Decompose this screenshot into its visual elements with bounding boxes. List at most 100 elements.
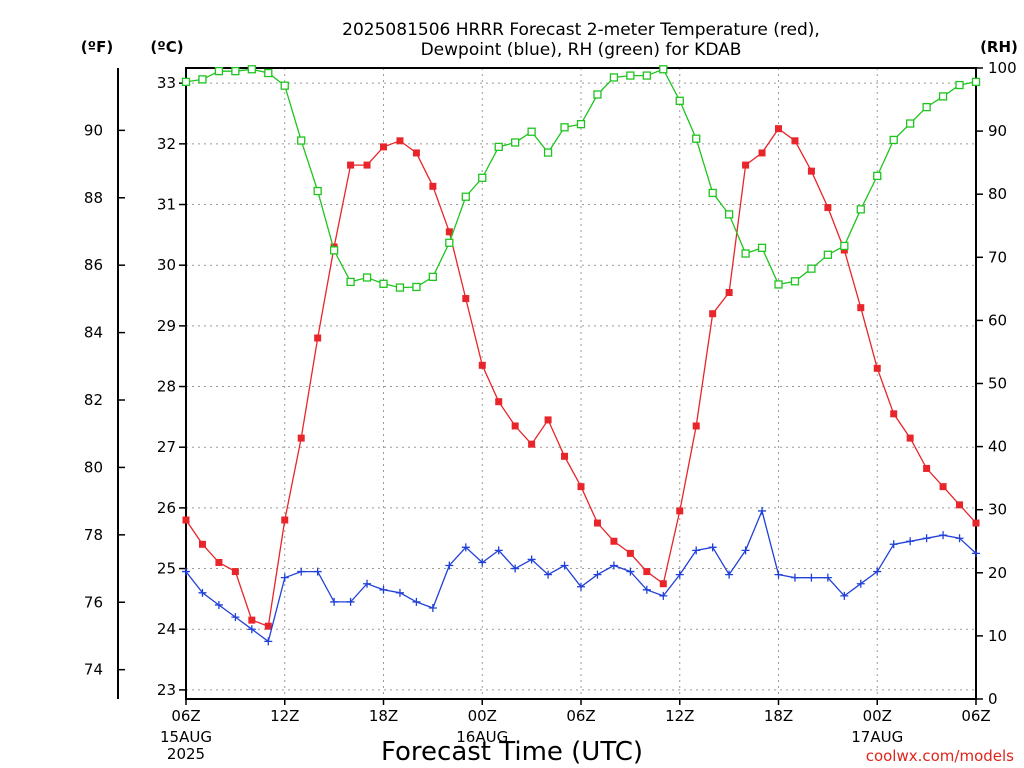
rh-point	[247, 65, 256, 74]
temperature-point	[281, 516, 289, 524]
fahrenheit-tick-label: 90	[84, 121, 103, 139]
dewpoint-point	[577, 582, 585, 591]
time-tick-label: 12Z	[665, 707, 694, 725]
rh-point	[297, 136, 306, 145]
rh-point	[840, 241, 849, 251]
temperature-point	[593, 519, 601, 527]
rh-tick-label: 20	[988, 564, 1007, 582]
temperature-point	[742, 161, 750, 169]
dewpoint-point	[725, 570, 734, 579]
time-tick-sublabel: 16AUG	[456, 728, 508, 746]
dewpoint-point	[182, 567, 190, 576]
temperature-point	[709, 310, 717, 318]
temperature-point	[659, 580, 667, 588]
time-tick-label: 00Z	[468, 707, 497, 725]
dewpoint-point	[527, 555, 536, 564]
temperature-point	[182, 516, 190, 524]
dewpoint-point	[758, 506, 767, 515]
temperature-point	[923, 464, 931, 472]
dewpoint-point	[790, 573, 799, 582]
rh-point	[346, 277, 355, 287]
dewpoint-point	[330, 597, 339, 606]
credit-text: coolwx.com/models	[866, 747, 1014, 765]
temperature-point	[791, 137, 799, 145]
dewpoint-point	[659, 591, 668, 600]
temperature-point	[264, 622, 272, 630]
dewpoint-point	[955, 534, 964, 543]
dewpoint-point	[626, 567, 635, 576]
dewpoint-point	[511, 564, 520, 573]
temperature-point	[380, 143, 387, 151]
rh-tick-label: 0	[988, 690, 998, 708]
rh-point	[774, 280, 783, 289]
time-tick-label: 12Z	[270, 707, 299, 725]
dewpoint-point	[560, 561, 569, 570]
time-tick-sublabel: 15AUG	[160, 728, 212, 746]
dewpoint-point	[231, 613, 240, 622]
temperature-point	[363, 161, 371, 169]
temperature-point	[231, 568, 239, 576]
rh-point	[461, 192, 470, 201]
dewpoint-point	[198, 588, 207, 597]
temperature-point	[725, 288, 733, 296]
dewpoint-point	[297, 567, 306, 576]
celsius-tick-label: 29	[157, 317, 176, 335]
temperature-point	[429, 182, 437, 190]
rh-point	[757, 243, 767, 252]
dewpoint-point	[478, 558, 487, 567]
rh-point	[198, 75, 207, 84]
dewpoint-point	[494, 546, 503, 555]
temperature-point	[198, 540, 206, 548]
temperature-point	[775, 125, 782, 133]
rh-point	[362, 273, 372, 282]
fahrenheit-unit-label: (ºF)	[81, 38, 113, 56]
rh-point	[642, 71, 651, 80]
rh-point	[379, 279, 388, 288]
celsius-tick-label: 31	[157, 196, 176, 214]
rh-point	[856, 205, 865, 214]
rh-point	[527, 127, 536, 136]
time-tick-sublabel: 17AUG	[851, 728, 903, 746]
series-layer	[181, 65, 981, 646]
rh-point	[543, 148, 553, 157]
dewpoint-point	[445, 561, 454, 570]
temperature-point	[939, 483, 947, 491]
rh-tick-label: 80	[988, 185, 1007, 203]
celsius-tick-label: 28	[157, 378, 176, 396]
dewpoint-point	[675, 570, 684, 579]
celsius-tick-label: 23	[157, 681, 176, 699]
rh-point	[494, 142, 503, 152]
rh-point	[576, 120, 586, 129]
celsius-axis-ticks: 23 24 25 26 27 28 29 30 31 32 33	[157, 74, 186, 699]
rh-point	[609, 73, 619, 82]
temperature-point	[478, 361, 486, 369]
dewpoint-point	[906, 537, 915, 546]
dewpoint-point	[840, 591, 849, 600]
dewpoint-point	[313, 567, 322, 576]
celsius-tick-label: 25	[157, 560, 176, 578]
rh-tick-label: 30	[988, 501, 1007, 519]
time-tick-label: 06Z	[566, 707, 595, 725]
fahrenheit-tick-label: 88	[84, 189, 103, 207]
temperature-point	[412, 149, 420, 157]
celsius-tick-label: 27	[157, 438, 176, 456]
dewpoint-point	[593, 570, 602, 579]
x-axis-title: Forecast Time (UTC)	[381, 737, 643, 767]
dewpoint-point	[544, 570, 553, 579]
rh-point	[264, 68, 273, 78]
rh-axis-ticks: 0 10 20 30 40 50 60 70 80 90 100	[976, 59, 1017, 708]
fahrenheit-tick-label: 86	[84, 256, 103, 274]
dewpoint-point	[280, 573, 289, 582]
dewpoint-point	[922, 534, 931, 543]
rh-point	[938, 92, 948, 101]
rh-unit-label: (RH)	[980, 38, 1018, 56]
time-tick-label: 18Z	[369, 707, 398, 725]
rh-tick-label: 40	[988, 438, 1007, 456]
dewpoint-point	[214, 600, 223, 609]
fahrenheit-axis-ticks: 74 76 78 80 82 84 86 88 90	[84, 121, 125, 679]
temperature-point	[495, 398, 503, 406]
temperature-point	[248, 616, 256, 624]
celsius-tick-label: 26	[157, 499, 176, 517]
